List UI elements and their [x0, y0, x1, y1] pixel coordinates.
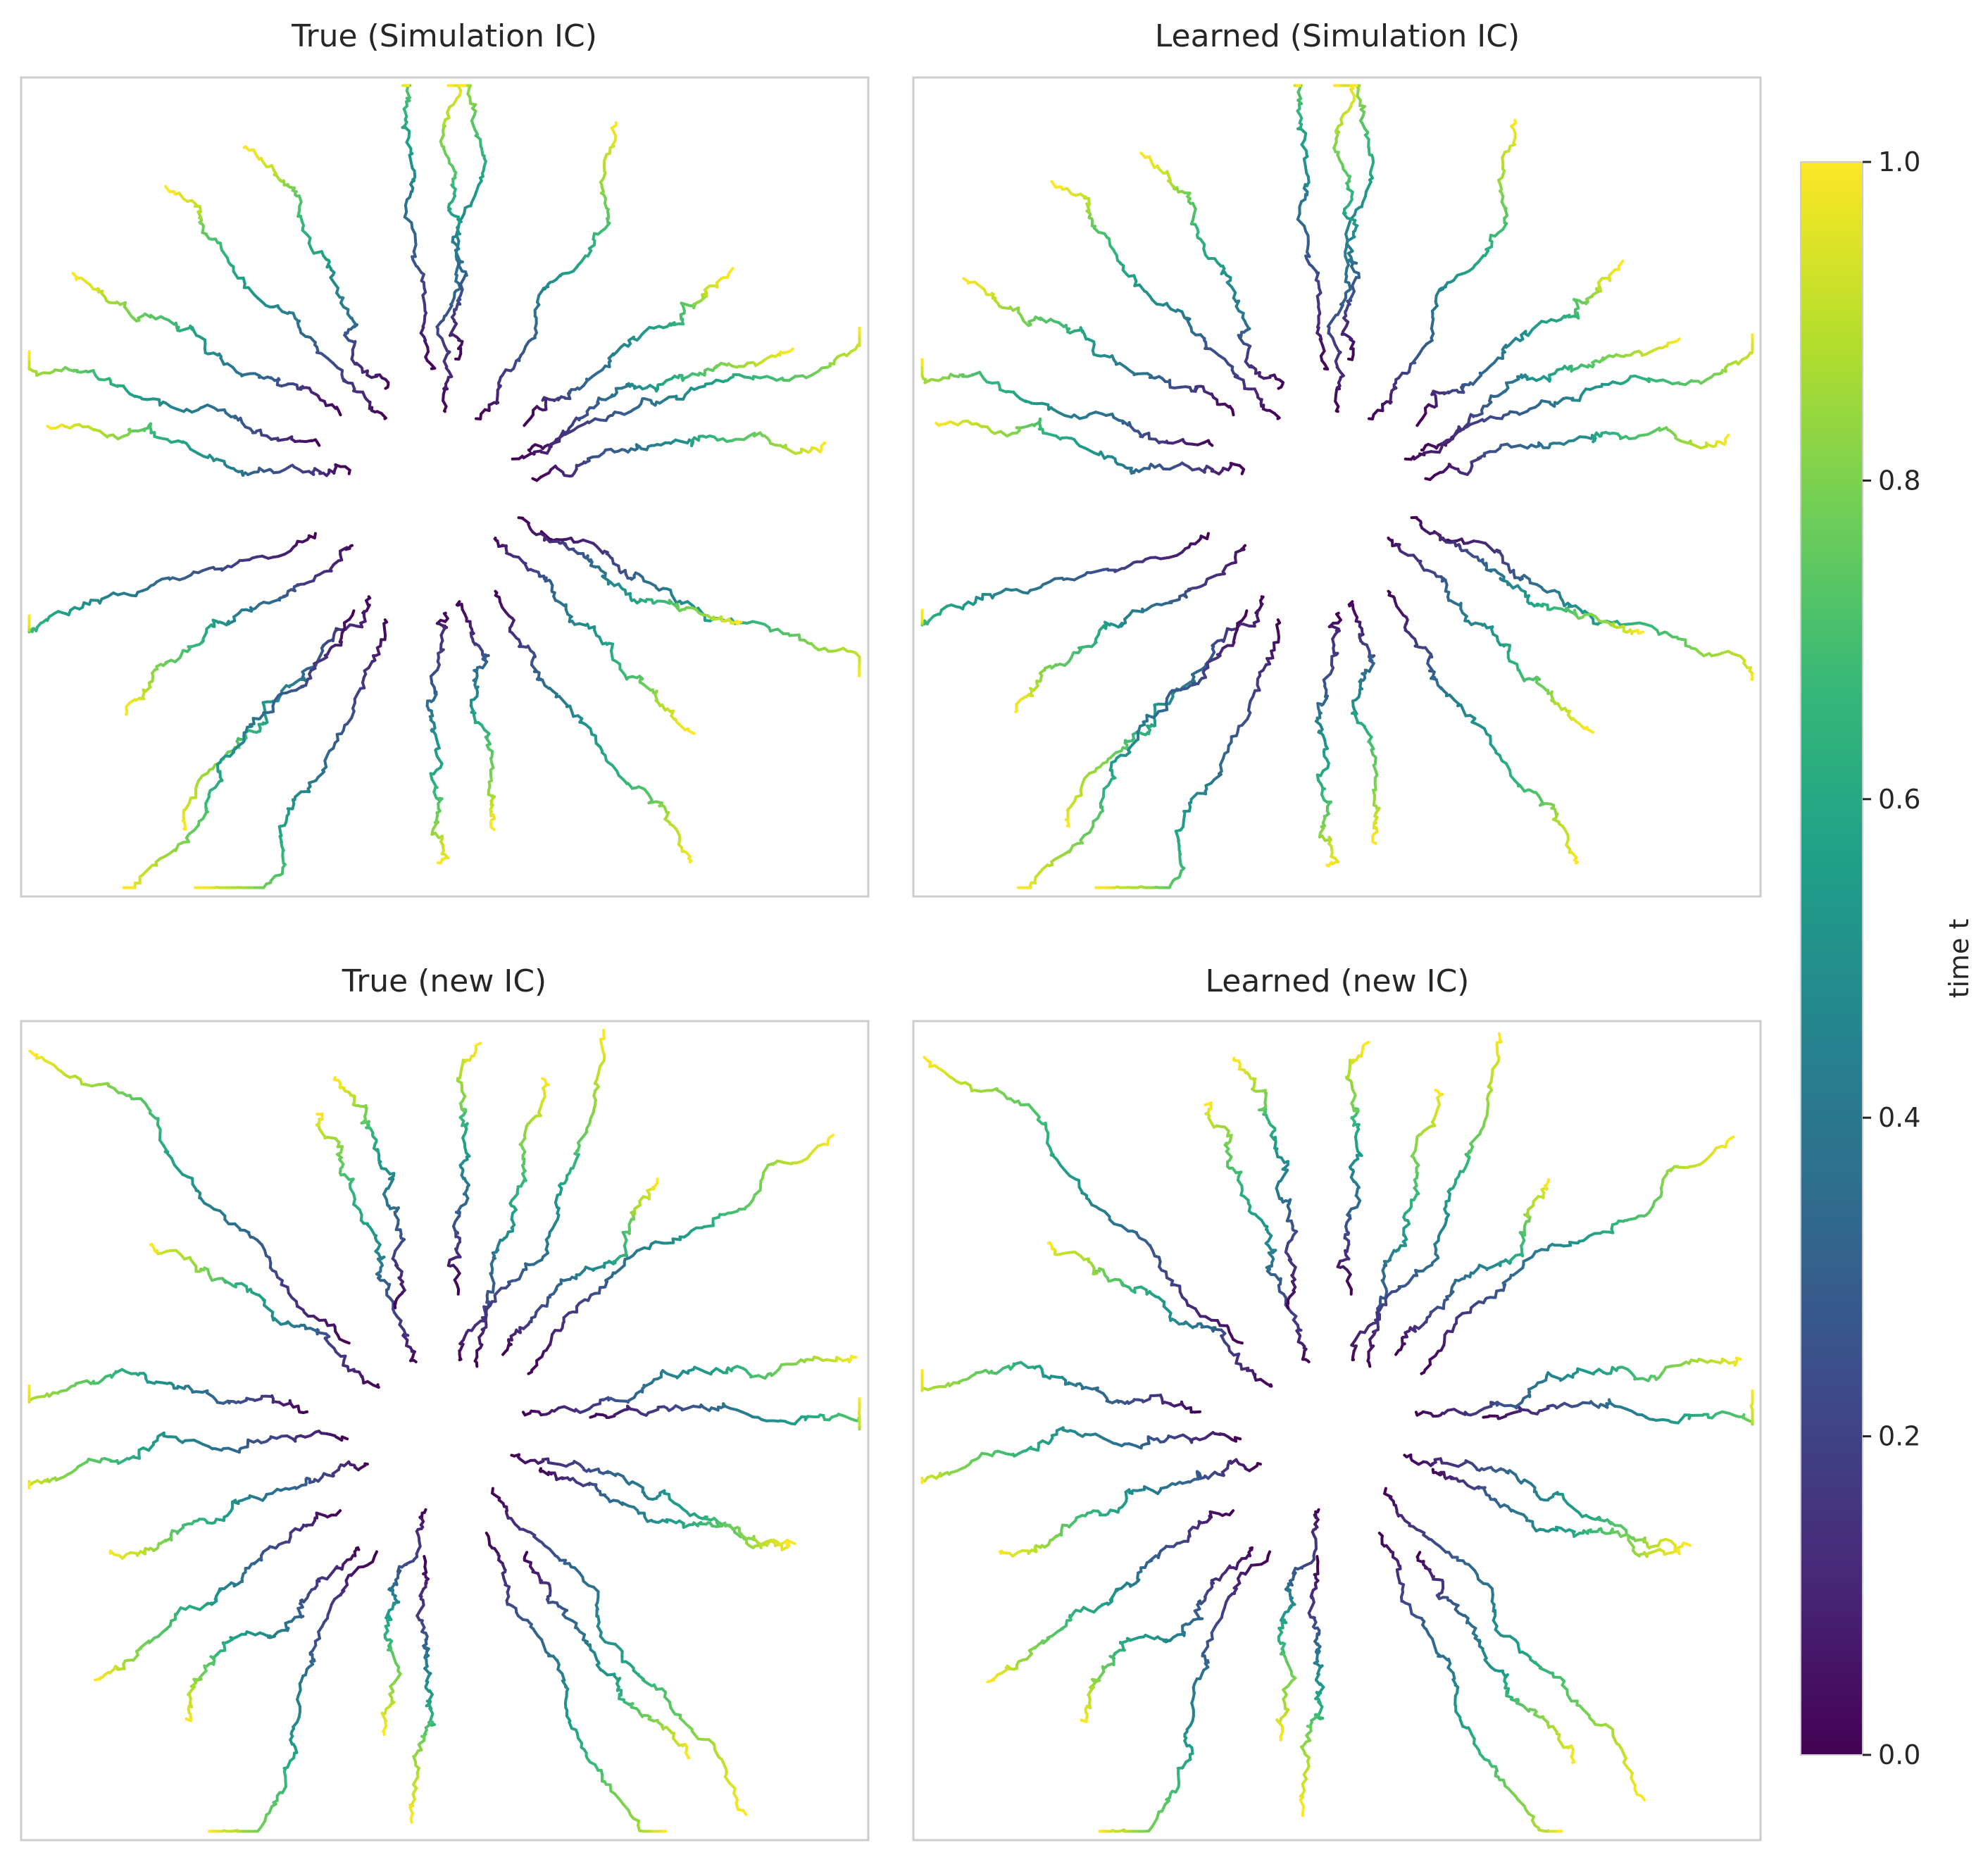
trajectory-segment [71, 272, 79, 279]
panel-title: Learned (Simulation IC) [1155, 18, 1520, 54]
trajectory-segment [1014, 708, 1019, 713]
axes-frame [912, 76, 1762, 898]
trajectory-segment [46, 425, 53, 430]
trajectory-segment [727, 267, 734, 275]
trajectory [517, 516, 743, 625]
trajectory-segment [1724, 433, 1730, 441]
trajectory [1432, 530, 1754, 681]
panel-true-simulation-ic: True (Simulation IC) [20, 18, 870, 898]
trajectory-layer [920, 84, 1754, 889]
trajectory [425, 611, 450, 865]
trajectory-layer [27, 84, 861, 889]
trajectory-segment [242, 145, 247, 149]
trajectory-segment [1575, 861, 1580, 865]
trajectory-segment [789, 347, 794, 353]
trajectory-segment [1637, 630, 1644, 635]
trajectory [523, 267, 734, 427]
trajectory [531, 431, 827, 482]
trajectory [493, 537, 696, 735]
trajectory-segment [934, 421, 941, 427]
trajectory-segment [820, 441, 827, 448]
panel-title: True (Simulation IC) [291, 18, 597, 54]
trajectory-segment [688, 859, 693, 864]
trajectory [242, 145, 390, 390]
trajectory [401, 84, 437, 370]
trajectory-segment [1325, 863, 1330, 868]
trajectory [511, 327, 861, 461]
trajectory [125, 544, 354, 716]
trajectory [122, 609, 356, 889]
trajectory [27, 532, 317, 634]
panel-learned-simulation-ic: Learned (Simulation IC) [912, 18, 1762, 898]
trajectory-segment [125, 712, 128, 716]
trajectory [71, 272, 342, 417]
trajectory-segment [687, 729, 696, 735]
trajectory [439, 84, 468, 361]
trajectory-segment [489, 825, 496, 831]
trajectory [193, 618, 389, 889]
trajectory [475, 121, 618, 420]
trajectory [494, 589, 693, 864]
trajectory [455, 600, 496, 831]
trajectory-segment [1371, 840, 1377, 845]
trajectory [46, 422, 351, 477]
trajectory [164, 185, 387, 420]
trajectory-segment [164, 185, 171, 194]
trajectory [435, 84, 487, 413]
trajectory [1424, 426, 1730, 481]
trajectory [27, 350, 321, 447]
axes-frame [20, 76, 870, 898]
trajectory-segment [735, 620, 743, 625]
